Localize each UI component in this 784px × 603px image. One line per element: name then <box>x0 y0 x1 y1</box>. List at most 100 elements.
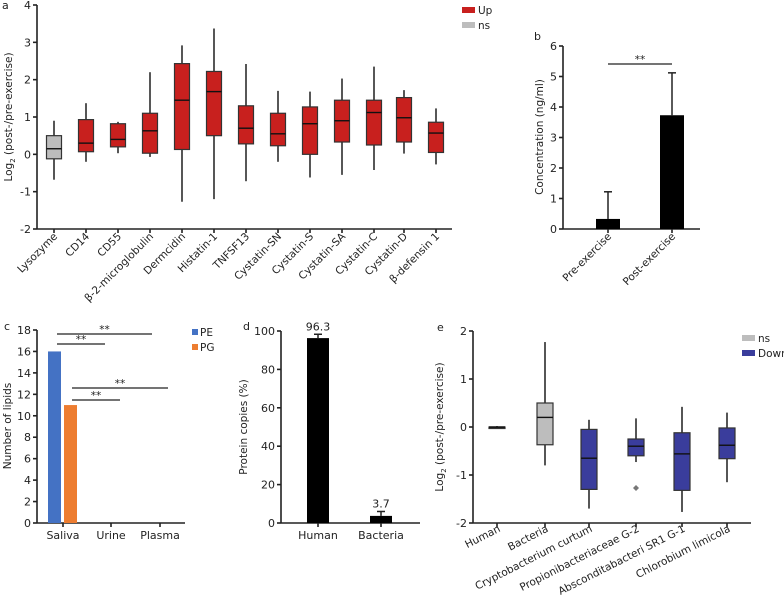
y-tick-label: 0 <box>460 421 467 434</box>
y-tick-label: 0 <box>550 223 557 236</box>
box-10 <box>365 99 383 146</box>
box-1 <box>77 119 95 153</box>
x-tick-label: Human <box>298 529 338 542</box>
y-tick-label: 2 <box>24 74 31 87</box>
y-tick-label: 6 <box>550 40 557 53</box>
box-3 <box>141 112 159 154</box>
box-6 <box>237 105 255 145</box>
legend-swatch <box>192 344 198 350</box>
legend-label: Down <box>758 348 784 360</box>
box-7 <box>269 112 287 147</box>
y-tick-label: 0 <box>268 517 275 530</box>
panel-c: c Number of lipids 0 2 4 6 8 10 12 14 16 18 Saliva Ur… <box>2 320 214 542</box>
y-tick-label: 100 <box>254 325 275 338</box>
panel-label: b <box>534 30 541 43</box>
y-tick-label: 20 <box>261 479 275 492</box>
y-axis-title: Number of lipids <box>2 383 14 470</box>
significance-label: ** <box>76 334 87 346</box>
box-5 <box>205 70 223 137</box>
box-3 <box>627 438 645 457</box>
legend-label: PE <box>200 327 213 339</box>
y-tick-label: 16 <box>17 345 31 358</box>
bar-0 <box>307 338 329 523</box>
y-tick-label: 4 <box>24 0 31 12</box>
y-tick-label: 4 <box>550 101 557 114</box>
y-tick-label: 5 <box>550 71 557 84</box>
y-title-sub: 2 <box>9 158 17 162</box>
panel-label: d <box>243 320 250 333</box>
box-5 <box>718 427 736 460</box>
y-tick-label: 12 <box>17 388 31 401</box>
box-11 <box>395 96 413 143</box>
significance-label: ** <box>635 54 646 66</box>
bar-1 <box>660 115 684 229</box>
panel-b: b Concentration (ng/ml) 0 1 2 3 4 5 6 Pre-exercis… <box>534 30 700 288</box>
x-tick-label: CD55 <box>95 231 124 260</box>
y-axis-title: Protein copies (%) <box>238 379 250 474</box>
bar-PG <box>64 405 77 523</box>
y-tick-label: 10 <box>17 410 31 423</box>
y-tick-label: 2 <box>460 325 467 338</box>
y-tick-label: -2 <box>20 223 31 236</box>
y-tick-label: 60 <box>261 402 275 415</box>
legend-swatch <box>462 22 475 28</box>
x-tick-label: Plasma <box>140 529 180 542</box>
y-tick-label: 1 <box>460 373 467 386</box>
box-2 <box>580 428 598 490</box>
y-tick-label: 8 <box>24 431 31 444</box>
panel-label: e <box>437 321 444 334</box>
legend-swatch <box>742 335 755 341</box>
legend-label: Up <box>478 5 493 17</box>
y-tick-label: 3 <box>550 132 557 145</box>
significance-label: ** <box>91 390 102 402</box>
legend-label: ns <box>758 333 770 345</box>
legend-label: PG <box>200 342 214 354</box>
y-title-rest: (post-/pre-exercise) <box>434 362 446 468</box>
x-tick-label: Pre-exercise <box>561 231 615 285</box>
significance-label: ** <box>99 324 110 336</box>
x-tick-label: Bacteria <box>358 529 404 542</box>
box-12 <box>427 121 445 154</box>
y-tick-label: 1 <box>24 111 31 124</box>
y-tick-label: -1 <box>456 469 467 482</box>
box-4 <box>673 432 691 491</box>
x-tick-label: Urine <box>96 529 126 542</box>
y-title-main: Log <box>434 473 446 492</box>
panel-label: a <box>2 0 9 12</box>
y-axis-title: Concentration (ng/ml) <box>534 79 546 195</box>
panel-d: d Protein copies (%) 0 20 40 60 80 100 Human Bact… <box>238 320 420 542</box>
x-tick-label: Lysozyme <box>15 231 60 276</box>
y-tick-label: 3 <box>24 36 31 49</box>
y-tick-label: -1 <box>20 186 31 199</box>
significance-label: ** <box>115 378 126 390</box>
bar-value-label: 96.3 <box>306 320 331 333</box>
bar-0 <box>596 218 620 229</box>
y-title-rest: (post-/pre-exercise) <box>3 52 15 158</box>
y-tick-label: -2 <box>456 517 467 530</box>
x-tick-label: Human <box>463 523 502 551</box>
legend-swatch <box>462 7 475 13</box>
y-tick-label: 1 <box>550 193 557 206</box>
x-tick-label: Saliva <box>46 529 79 542</box>
y-title-sub: 2 <box>440 468 448 472</box>
bar-1 <box>370 515 392 523</box>
y-tick-label: 18 <box>17 324 31 337</box>
bar-value-label: 3.7 <box>372 497 390 510</box>
y-tick-label: 2 <box>550 162 557 175</box>
box-8 <box>301 106 319 155</box>
box-1 <box>536 402 554 446</box>
y-tick-label: 0 <box>24 148 31 161</box>
x-tick-label: CD14 <box>63 230 92 259</box>
box-4 <box>173 63 191 151</box>
y-tick-label: 2 <box>24 496 31 509</box>
outlier-point <box>633 484 639 491</box>
legend-swatch <box>192 329 198 335</box>
y-tick-label: 40 <box>261 440 275 453</box>
bar-PE <box>48 351 61 523</box>
y-tick-label: 0 <box>24 517 31 530</box>
x-tick-label: Post-exercise <box>621 231 678 288</box>
legend-label: ns <box>478 20 490 32</box>
